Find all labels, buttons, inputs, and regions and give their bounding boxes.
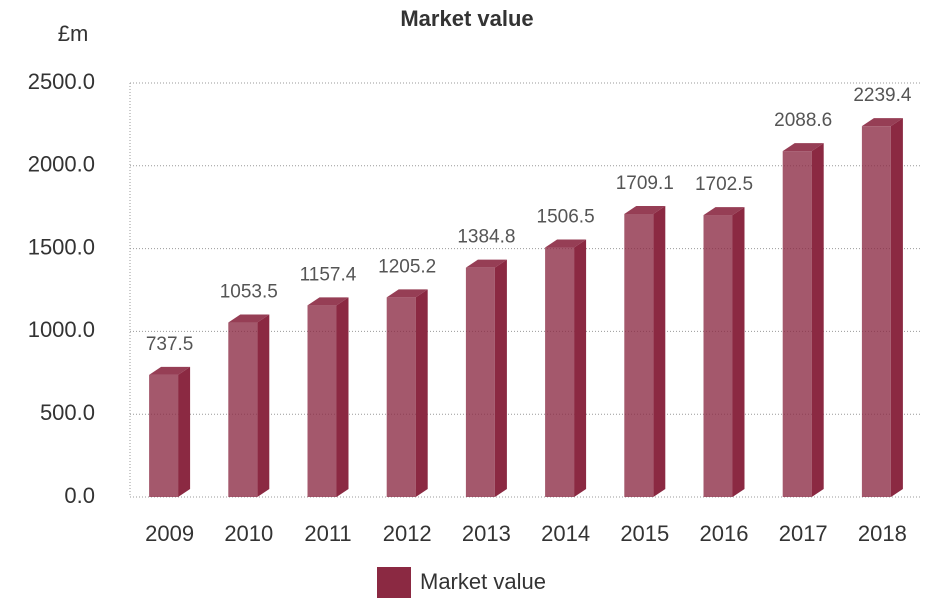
data-label: 1157.4 (300, 264, 357, 285)
bar-top (149, 366, 191, 375)
y-tick-label: 0.0 (64, 483, 95, 508)
data-label: 1709.1 (616, 173, 674, 194)
y-tick-label: 1500.0 (28, 234, 95, 259)
x-tick-label: 2016 (700, 521, 749, 546)
x-tick-label: 2010 (224, 521, 273, 546)
bar-front (465, 267, 495, 497)
x-tick-label: 2014 (541, 521, 590, 546)
data-label: 1384.8 (457, 227, 515, 248)
legend-label: Market value (420, 569, 546, 594)
bar-side (732, 207, 745, 498)
bar-side (890, 118, 903, 497)
chart-title: Market value (400, 6, 533, 31)
bar (307, 297, 349, 497)
bar-top (545, 239, 587, 248)
bar-front (386, 297, 416, 497)
bar-top (386, 289, 428, 298)
data-label: 1053.5 (220, 282, 278, 303)
data-label: 1205.2 (378, 256, 436, 277)
bar-front (307, 305, 337, 497)
bar-top (307, 297, 349, 306)
bar-top (782, 143, 824, 152)
bar-front (861, 126, 891, 497)
data-label: 2239.4 (853, 85, 912, 106)
x-tick-label: 2012 (383, 521, 432, 546)
x-tick-label: 2009 (145, 521, 194, 546)
bar (703, 207, 745, 498)
bar-side (494, 259, 507, 497)
data-label: 737.5 (146, 334, 194, 355)
bar-front (624, 213, 654, 498)
y-axis-label: £m (58, 21, 89, 46)
bar-front (703, 215, 733, 498)
bar (386, 289, 428, 497)
bar-side (574, 239, 587, 497)
bar (782, 143, 824, 497)
data-label: 1702.5 (695, 174, 753, 195)
bar-front (782, 151, 812, 497)
bar-side (336, 297, 349, 497)
y-tick-label: 2500.0 (28, 69, 95, 94)
bar (465, 259, 507, 497)
bar (545, 239, 587, 497)
data-label: 2088.6 (774, 110, 832, 131)
bar (861, 118, 903, 497)
bar-front (149, 374, 179, 497)
bar-top (861, 118, 903, 127)
bar-side (178, 366, 191, 497)
bar-front (228, 322, 258, 497)
x-tick-label: 2015 (620, 521, 669, 546)
bar-top (228, 314, 270, 323)
bar-top (465, 259, 507, 268)
y-tick-label: 500.0 (40, 400, 95, 425)
y-tick-label: 2000.0 (28, 152, 95, 177)
x-tick-label: 2013 (462, 521, 511, 546)
bar-side (415, 289, 428, 497)
bar-side (257, 314, 270, 497)
bar-side (653, 205, 666, 498)
x-tick-label: 2017 (779, 521, 828, 546)
bar-front (545, 247, 575, 497)
legend-swatch (377, 567, 411, 598)
data-label: 1506.5 (537, 207, 595, 228)
bar-side (811, 143, 824, 497)
bar-top (703, 207, 745, 216)
bar (624, 205, 666, 498)
bar (228, 314, 270, 497)
bar-top (624, 205, 666, 214)
x-tick-label: 2011 (304, 521, 351, 546)
bar (149, 366, 191, 497)
y-tick-label: 1000.0 (28, 317, 95, 342)
x-tick-label: 2018 (858, 521, 907, 546)
